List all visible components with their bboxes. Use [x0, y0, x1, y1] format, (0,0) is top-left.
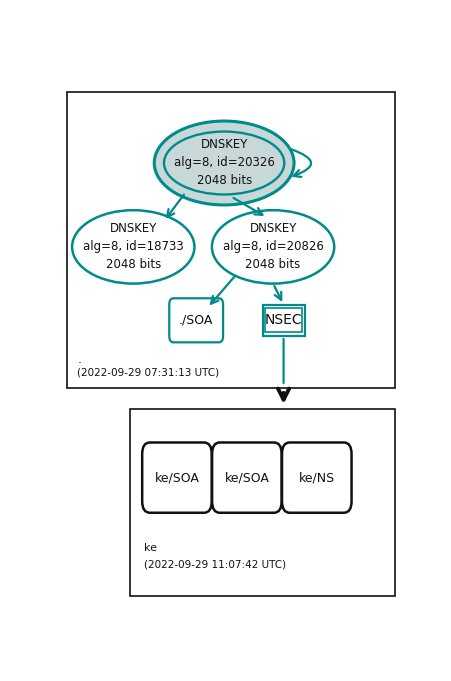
Text: ./SOA: ./SOA — [179, 314, 213, 327]
Bar — [265, 308, 302, 332]
Text: ke/SOA: ke/SOA — [155, 471, 199, 484]
FancyBboxPatch shape — [169, 298, 223, 343]
Text: ke: ke — [144, 543, 157, 554]
Text: ke/SOA: ke/SOA — [225, 471, 269, 484]
Text: DNSKEY
alg=8, id=20326
2048 bits: DNSKEY alg=8, id=20326 2048 bits — [174, 138, 275, 187]
Bar — [67, 92, 396, 388]
Text: ke/NS: ke/NS — [299, 471, 335, 484]
FancyArrowPatch shape — [291, 149, 311, 177]
Text: DNSKEY
alg=8, id=20826
2048 bits: DNSKEY alg=8, id=20826 2048 bits — [223, 223, 323, 272]
Text: (2022-09-29 11:07:42 UTC): (2022-09-29 11:07:42 UTC) — [144, 559, 286, 569]
Text: (2022-09-29 07:31:13 UTC): (2022-09-29 07:31:13 UTC) — [78, 368, 220, 378]
Bar — [262, 304, 304, 336]
Text: DNSKEY
alg=8, id=18733
2048 bits: DNSKEY alg=8, id=18733 2048 bits — [83, 223, 184, 272]
Ellipse shape — [212, 210, 334, 283]
Text: NSEC: NSEC — [265, 313, 302, 328]
FancyBboxPatch shape — [282, 443, 351, 513]
FancyBboxPatch shape — [142, 443, 212, 513]
Ellipse shape — [154, 121, 294, 205]
FancyBboxPatch shape — [212, 443, 281, 513]
Ellipse shape — [72, 210, 194, 283]
Text: .: . — [78, 353, 81, 366]
Bar — [130, 409, 396, 596]
